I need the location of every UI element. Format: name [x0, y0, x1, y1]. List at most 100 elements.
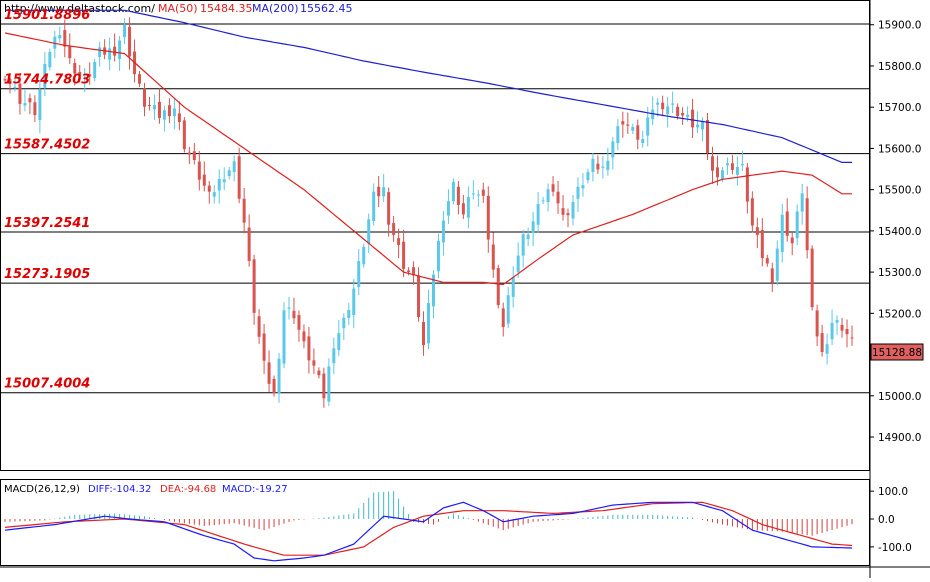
macd-macd-value: MACD:-19.27 [222, 484, 288, 495]
candle-body-72 [362, 246, 366, 265]
candle-body-74 [372, 191, 376, 221]
candle-body-117 [586, 171, 590, 181]
ma50-label: MA(50) [158, 2, 198, 15]
candle-body-146 [730, 163, 734, 170]
candle-body-30 [152, 105, 156, 110]
candle-body-81 [407, 270, 411, 273]
candle-body-40 [202, 174, 206, 186]
candle-body-27 [138, 74, 142, 84]
level-label-1: 15744.7803 [4, 73, 90, 88]
price-tick-label-5: 15400.0 [878, 226, 921, 238]
price-tick-label-4: 15500.0 [878, 185, 921, 197]
price-tick-label-10: 14900.0 [878, 432, 921, 444]
candle-body-39 [197, 161, 201, 180]
candle-body-7 [38, 89, 42, 120]
candle-body-77 [387, 192, 391, 225]
candle-body-2 [13, 86, 17, 88]
moving-averages [4, 9, 852, 286]
candle-body-126 [631, 126, 635, 131]
candle-body-151 [755, 227, 759, 235]
candle-body-103 [516, 255, 520, 273]
candle-body-22 [113, 46, 117, 56]
candle-body-38 [192, 151, 196, 160]
candle-body-136 [681, 112, 685, 116]
macd-label: MACD(26,12,9) [4, 484, 80, 495]
candle-body-10 [53, 36, 57, 49]
ma200-line [5, 9, 852, 163]
price-tick-label-1: 15800.0 [878, 61, 921, 73]
candle-body-71 [357, 260, 361, 287]
candle-body-120 [601, 166, 605, 168]
candle-body-29 [147, 105, 151, 107]
candle-body-124 [621, 121, 625, 125]
candle-body-48 [242, 198, 246, 223]
candle-body-55 [277, 358, 281, 394]
candle-body-59 [297, 314, 301, 330]
ma200-value: 15562.45 [300, 2, 353, 15]
candle-body-89 [446, 201, 450, 216]
candle-body-161 [805, 198, 809, 251]
candle-body-116 [581, 185, 585, 189]
level-label-4: 15273.1905 [4, 267, 90, 282]
candle-body-96 [481, 189, 485, 196]
level-label-2: 15587.4502 [4, 138, 90, 153]
candle-body-53 [267, 362, 271, 384]
candle-body-160 [800, 193, 804, 212]
macd-series [4, 491, 853, 562]
price-tick-label-0: 15900.0 [878, 20, 921, 32]
candle-body-78 [392, 223, 396, 235]
candle-body-121 [606, 160, 610, 170]
candle-body-147 [735, 166, 739, 175]
candle-body-111 [556, 191, 560, 204]
candle-body-127 [636, 125, 640, 140]
candle-body-119 [596, 163, 600, 170]
candle-body-41 [207, 185, 211, 192]
candle-body-104 [521, 234, 525, 256]
candle-body-33 [167, 105, 171, 117]
candle-body-86 [431, 274, 435, 307]
candle-body-122 [611, 141, 615, 158]
macd-tick-label-0: 100.0 [878, 486, 908, 498]
candle-body-34 [172, 108, 176, 117]
candle-body-51 [257, 316, 261, 337]
candle-body-162 [810, 248, 814, 308]
source-url[interactable]: http://www.deltastock.com/ [4, 2, 155, 15]
candle-body-43 [217, 178, 221, 191]
candle-body-135 [676, 106, 680, 117]
candle-body-129 [646, 117, 650, 136]
candle-body-138 [691, 109, 695, 128]
candle-body-69 [347, 310, 351, 318]
candle-body-159 [795, 211, 799, 239]
candle-body-98 [491, 244, 495, 270]
candle-body-149 [745, 167, 749, 202]
candle-body-99 [496, 267, 500, 306]
candle-body-35 [177, 113, 181, 123]
candle-body-31 [157, 101, 161, 118]
candle-body-16 [83, 77, 87, 79]
candle-body-18 [93, 61, 97, 79]
candle-body-112 [561, 208, 565, 215]
candle-body-169 [845, 329, 849, 335]
candle-body-128 [641, 138, 645, 144]
candle-body-165 [825, 344, 829, 354]
candle-body-157 [785, 211, 789, 236]
candle-body-54 [272, 378, 276, 394]
candle-body-68 [342, 317, 346, 329]
price-tick-label-6: 15300.0 [878, 267, 921, 279]
candle-body-65 [327, 366, 331, 402]
candle-body-63 [317, 370, 321, 376]
candle-body-23 [118, 40, 122, 59]
candle-body-50 [252, 259, 256, 313]
candle-body-85 [427, 303, 430, 344]
candle-body-164 [820, 333, 824, 353]
ma200-label: MA(200) [252, 2, 299, 15]
candle-body-137 [686, 114, 690, 118]
candle-body-95 [476, 194, 480, 196]
candle-body-91 [456, 186, 460, 205]
candle-body-3 [18, 83, 22, 104]
candle-body-12 [63, 30, 67, 47]
candle-body-21 [108, 48, 112, 60]
candle-body-0 [3, 79, 7, 81]
